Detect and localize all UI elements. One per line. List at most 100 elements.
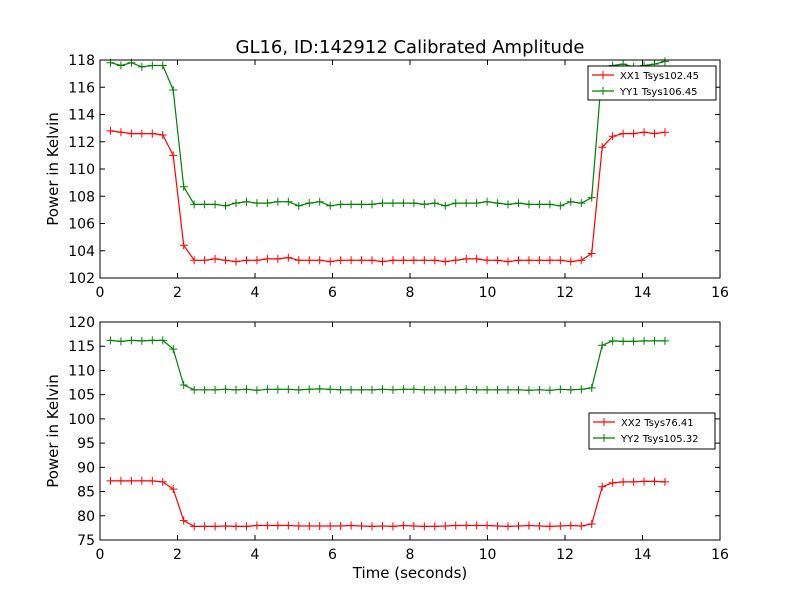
data-point-xx2 <box>368 522 377 531</box>
data-point-yy1 <box>158 61 167 70</box>
data-point-yy2 <box>409 385 418 394</box>
y-tick-label: 115 <box>68 339 95 355</box>
data-point-xx1 <box>148 129 157 138</box>
legend-marker <box>600 434 608 442</box>
data-point-xx2 <box>326 521 335 530</box>
data-point-yy2 <box>242 385 251 394</box>
data-point-yy2 <box>660 336 669 345</box>
data-point-xx2 <box>263 521 272 530</box>
data-point-yy1 <box>399 199 408 208</box>
data-point-yy1 <box>430 199 439 208</box>
data-point-xx1 <box>524 256 533 265</box>
data-point-xx1 <box>660 128 669 137</box>
data-point-xx1 <box>137 129 146 138</box>
data-point-xx2 <box>598 482 607 491</box>
data-point-xx1 <box>294 256 303 265</box>
data-point-yy2 <box>273 385 282 394</box>
data-point-yy1 <box>472 199 481 208</box>
data-point-yy2 <box>524 386 533 395</box>
data-point-yy1 <box>462 199 471 208</box>
data-point-yy1 <box>577 199 586 208</box>
legend-label: XX1 Tsys102.45 <box>620 71 699 82</box>
data-point-yy2 <box>137 336 146 345</box>
data-point-xx2 <box>357 521 366 530</box>
data-point-xx1 <box>493 256 502 265</box>
data-point-xx2 <box>587 520 596 529</box>
data-point-yy1 <box>483 197 492 206</box>
data-point-xx2 <box>524 521 533 530</box>
data-point-xx2 <box>483 521 492 530</box>
data-point-yy2 <box>608 336 617 345</box>
data-point-yy2 <box>252 386 261 395</box>
data-point-xx1 <box>232 257 241 266</box>
data-point-xx1 <box>462 254 471 263</box>
data-point-xx1 <box>399 256 408 265</box>
data-point-yy1 <box>294 201 303 210</box>
data-point-xx1 <box>640 128 649 137</box>
data-point-xx1 <box>441 257 450 266</box>
data-point-xx1 <box>483 256 492 265</box>
y-tick-label: 116 <box>68 80 95 96</box>
data-point-xx2 <box>232 522 241 531</box>
data-point-xx1 <box>619 129 628 138</box>
y-tick-label: 118 <box>68 53 95 69</box>
data-point-xx1 <box>409 256 418 265</box>
data-point-yy1 <box>252 199 261 208</box>
data-point-yy1 <box>514 199 523 208</box>
data-point-yy2 <box>127 336 136 345</box>
data-point-yy2 <box>577 385 586 394</box>
data-point-yy1 <box>388 199 397 208</box>
data-point-yy2 <box>368 385 377 394</box>
data-point-xx1 <box>650 129 659 138</box>
data-point-xx2 <box>127 476 136 485</box>
data-point-xx1 <box>116 128 125 137</box>
y-tick-label: 80 <box>77 509 95 525</box>
data-point-xx2 <box>252 521 261 530</box>
data-point-xx2 <box>116 476 125 485</box>
x-tick-label: 0 <box>96 285 105 301</box>
data-point-yy2 <box>378 385 387 394</box>
data-point-xx1 <box>326 257 335 266</box>
x-tick-label: 6 <box>328 547 337 563</box>
data-point-xx1 <box>378 257 387 266</box>
x-tick-label: 12 <box>556 547 574 563</box>
y-tick-label: 112 <box>68 135 95 151</box>
data-point-yy2 <box>232 385 241 394</box>
data-point-xx2 <box>409 521 418 530</box>
data-point-xx2 <box>388 522 397 531</box>
data-point-yy1 <box>148 61 157 70</box>
data-point-xx2 <box>378 521 387 530</box>
data-point-xx2 <box>545 522 554 531</box>
x-tick-label: 4 <box>251 285 260 301</box>
data-point-xx2 <box>399 521 408 530</box>
data-point-yy2 <box>566 385 575 394</box>
data-point-yy1 <box>242 197 251 206</box>
data-point-yy2 <box>388 385 397 394</box>
data-point-yy2 <box>650 336 659 345</box>
chart-title: GL16, ID:142912 Calibrated Amplitude <box>236 37 585 58</box>
data-point-xx2 <box>462 521 471 530</box>
data-point-yy1 <box>179 182 188 191</box>
data-point-xx2 <box>200 522 209 531</box>
data-point-yy1 <box>326 201 335 210</box>
data-point-xx2 <box>514 521 523 530</box>
data-point-yy2 <box>640 336 649 345</box>
data-point-xx1 <box>284 253 293 262</box>
y-tick-label: 114 <box>68 108 95 124</box>
y-tick-label: 100 <box>68 412 95 428</box>
data-point-yy1 <box>221 201 230 210</box>
data-point-xx1 <box>545 256 554 265</box>
data-point-yy1 <box>232 199 241 208</box>
data-point-yy1 <box>556 201 565 210</box>
y-axis-label: Power in Kelvin <box>44 374 62 488</box>
data-point-yy2 <box>504 385 513 394</box>
data-point-yy1 <box>169 85 178 94</box>
data-point-xx1 <box>106 126 115 135</box>
data-point-xx1 <box>200 256 209 265</box>
data-point-yy2 <box>263 385 272 394</box>
y-tick-label: 120 <box>68 315 95 331</box>
data-point-xx2 <box>137 476 146 485</box>
legend-label: YY2 Tsys105.32 <box>620 434 699 445</box>
data-point-xx2 <box>242 522 251 531</box>
data-point-xx1 <box>368 256 377 265</box>
